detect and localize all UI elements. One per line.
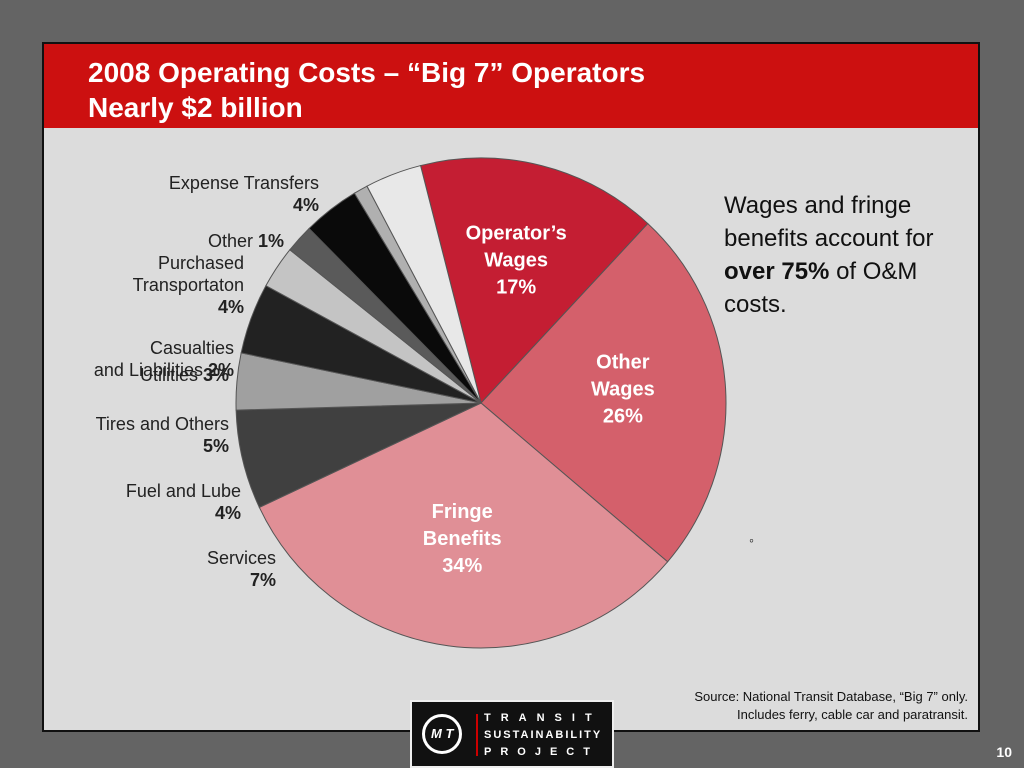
pie-label-purchased-transportaton: Purchased Transportaton 4% (133, 253, 244, 317)
slide: 2008 Operating Costs – “Big 7” Operators… (42, 42, 980, 732)
title-bar: 2008 Operating Costs – “Big 7” Operators… (44, 44, 978, 128)
slide-subtitle: Nearly $2 billion (88, 92, 303, 123)
callout-bold: over 75% (724, 258, 830, 285)
logo-divider (476, 714, 478, 756)
page-number: 10 (996, 744, 1012, 760)
pie-slice-operator-s-wages (419, 157, 649, 405)
source-line-1: Source: National Transit Database, “Big … (694, 689, 968, 704)
source-note: Source: National Transit Database, “Big … (694, 688, 968, 724)
callout-text: Wages and fringe benefits account for ov… (724, 189, 964, 321)
pie-label-fringe-benefits: Fringe Benefits 34% (423, 501, 502, 577)
pie-slice-other-wages (480, 222, 727, 563)
pie-slice-expense-transfers (366, 164, 482, 404)
callout-text-2: of O&M costs. (724, 258, 918, 318)
logo-line-3: PROJECT (484, 746, 599, 758)
pie-label-expense-transfers: Expense Transfers 4% (169, 173, 319, 215)
pie-label-operator-s-wages: Operator’s Wages 17% (466, 222, 567, 298)
slide-title: 2008 Operating Costs – “Big 7” Operators (88, 57, 646, 88)
logo-line-1: TRANSIT (484, 712, 602, 724)
pie-label-tires-and-others: Tires and Others 5% (96, 414, 229, 456)
logo-line-2: SUSTAINABILITY (484, 729, 603, 741)
pie-label-other: Other 1% (208, 231, 284, 251)
transit-sustainability-project-logo: M T TRANSIT SUSTAINABILITY PROJECT (410, 700, 614, 768)
pie-label-fuel-and-lube: Fuel and Lube 4% (126, 481, 241, 523)
pie-label-casualties-and-liabilities: Casualties and Liabilities 2% (94, 338, 234, 380)
pie-slice-fringe-benefits (258, 402, 669, 649)
mt-logo-icon: M T (422, 714, 462, 754)
callout-text-1: Wages and fringe benefits account for (724, 192, 934, 252)
pie-chart: Operator’s Wages 17% Other Wages 26% Fringe Ben… (94, 157, 727, 649)
pie-label-utilities: Utilities 3% (140, 365, 229, 385)
pie-label-other-wages: Other Wages 26% (591, 352, 655, 428)
source-line-2: Includes ferry, cable car and paratransi… (737, 707, 968, 722)
pie-label-services: Services 7% (207, 548, 276, 590)
bullet-dot: ◦ (749, 532, 754, 548)
